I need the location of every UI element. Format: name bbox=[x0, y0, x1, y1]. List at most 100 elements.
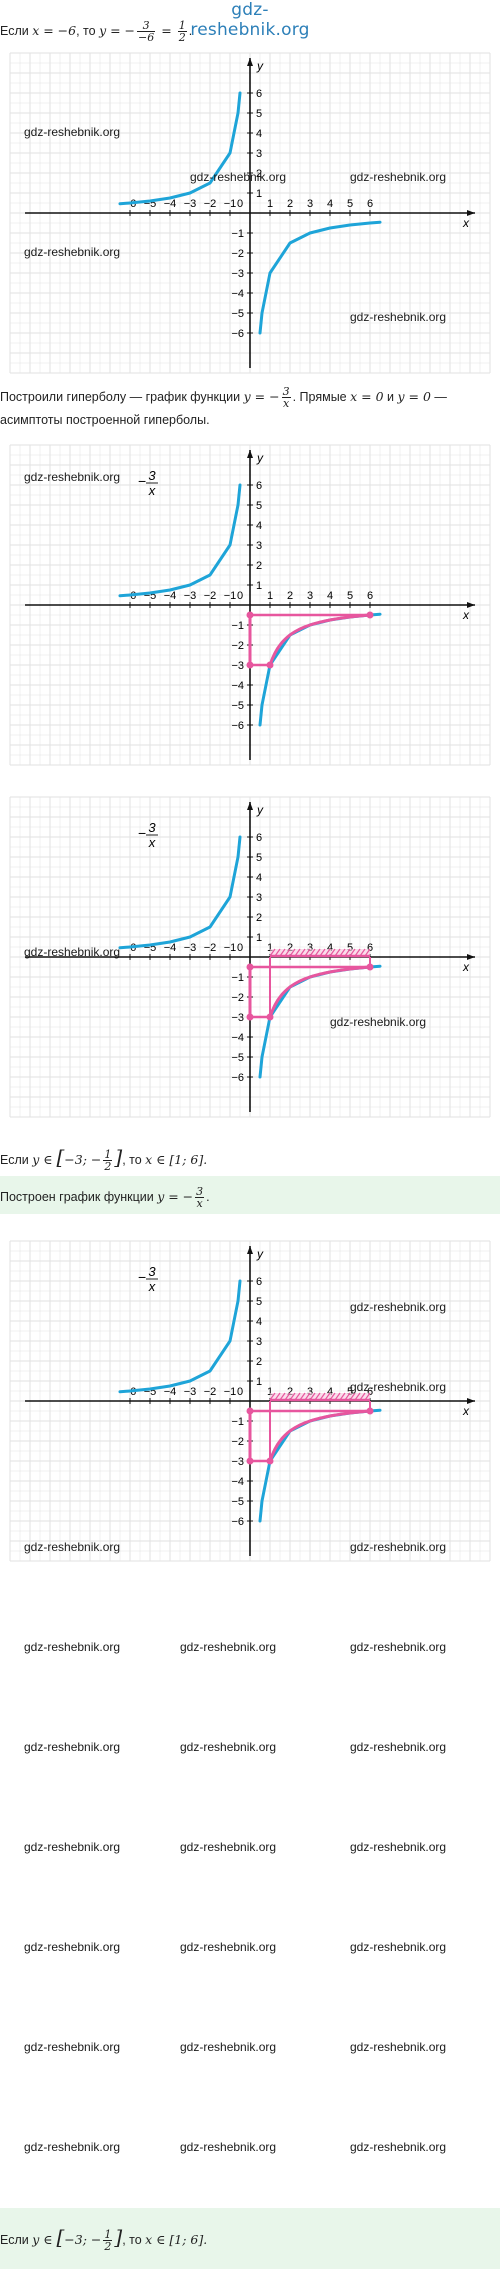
x-interval-band bbox=[270, 949, 370, 956]
green-band: Построен график функции y = −3 x. bbox=[0, 1176, 500, 1214]
y-interval-point-lower bbox=[246, 1013, 254, 1021]
watermark: gdz-reshebnik.org bbox=[180, 1840, 277, 1854]
text-line-3: Если y ∈ [−3; −1 2], то x ∈ [1; 6]. bbox=[0, 1147, 207, 1172]
text-fragment: . bbox=[188, 23, 193, 38]
watermark: gdz-reshebnik.org bbox=[24, 1540, 121, 1554]
y-tick-label: 6 bbox=[256, 1276, 262, 1288]
hyperbola-chart-2: xy−6 −5 −4 −3 −2 −1 0 1 2 3 4 5 6−6−5−4−3−2−1123456−… bbox=[9, 444, 491, 766]
text-fragment: Построили гиперболу — график функции bbox=[0, 389, 244, 404]
watermark: gdz-reshebnik.org bbox=[180, 2140, 277, 2154]
x-tick-label: 3 bbox=[307, 1386, 313, 1398]
y-tick-label: 5 bbox=[256, 108, 262, 120]
fraction-denominator: 2 bbox=[104, 2240, 112, 2254]
y-tick-label: −1 bbox=[231, 1416, 244, 1428]
x-tick-label: 5 bbox=[347, 942, 353, 954]
y-tick-label: 5 bbox=[256, 852, 262, 864]
y-tick-label: 2 bbox=[256, 1356, 262, 1368]
x-tick-label: 0 bbox=[237, 198, 243, 210]
x-tick-label: −1 bbox=[224, 590, 237, 602]
x-tick-label: 1 bbox=[267, 198, 273, 210]
math-fragment: y ∈ bbox=[32, 1152, 57, 1167]
x-tick-label: −4 bbox=[164, 942, 177, 954]
x-tick-label: −2 bbox=[204, 198, 217, 210]
fraction-numerator: 3 bbox=[281, 385, 291, 398]
text-fragment: Если bbox=[0, 1153, 33, 1167]
math-fragment: y = − bbox=[157, 1188, 194, 1204]
text-fragment: . bbox=[206, 1189, 210, 1204]
math-fragment: y = 0 bbox=[397, 388, 431, 404]
x-tick-label: −4 bbox=[164, 590, 177, 602]
y-interval-point-upper bbox=[246, 611, 254, 619]
fraction-denominator: −6 bbox=[138, 31, 155, 44]
x-tick-label: 6 bbox=[367, 198, 373, 210]
x-tick-label: 2 bbox=[287, 590, 293, 602]
x-tick-label: 2 bbox=[287, 1386, 293, 1398]
y-tick-label: 6 bbox=[256, 88, 262, 100]
curve-label-numerator: 3 bbox=[148, 1264, 156, 1279]
x-tick-label: −2 bbox=[204, 590, 217, 602]
y-tick-label: −4 bbox=[231, 288, 244, 300]
y-tick-label: 5 bbox=[256, 1296, 262, 1308]
y-tick-label: −1 bbox=[231, 620, 244, 632]
watermark: gdz-reshebnik.org bbox=[350, 1640, 447, 1654]
hyperbola-branch-left bbox=[118, 91, 242, 206]
x-tick-label: 2 bbox=[287, 198, 293, 210]
y-tick-label: −1 bbox=[231, 972, 244, 984]
x-tick-label: 3 bbox=[307, 198, 313, 210]
y-tick-label: −6 bbox=[231, 1072, 244, 1084]
x-tick-label: 1 bbox=[267, 942, 273, 954]
watermark: gdz-reshebnik.org bbox=[350, 170, 447, 184]
highlight-curve-segment bbox=[268, 613, 372, 667]
x-tick-label: 1 bbox=[267, 590, 273, 602]
y-tick-label: 2 bbox=[256, 560, 262, 572]
y-axis-label: y bbox=[256, 1247, 264, 1261]
y-tick-label: −6 bbox=[231, 328, 244, 340]
hyperbola-branch-left bbox=[118, 835, 242, 950]
x-tick-label: 6 bbox=[367, 942, 373, 954]
text-fragment: Если bbox=[0, 2233, 33, 2247]
text-line-4: Построен график функции y = −3 x. bbox=[0, 1186, 210, 1209]
math-fragment: x = −6 bbox=[32, 22, 77, 38]
watermark: gdz-reshebnik.org bbox=[350, 2140, 447, 2154]
y-tick-label: −3 bbox=[231, 1456, 244, 1468]
fraction-denominator: x bbox=[282, 397, 290, 410]
x-tick-label: 6 bbox=[367, 590, 373, 602]
y-tick-label: −2 bbox=[231, 992, 244, 1004]
text-line-5: Если y ∈ [−3; −1 2], то x ∈ [1; 6]. bbox=[0, 2227, 207, 2254]
y-tick-label: −3 bbox=[231, 660, 244, 672]
y-interval-point-lower bbox=[246, 661, 254, 669]
watermark: gdz-reshebnik.org bbox=[350, 1300, 447, 1314]
x-tick-label: 2 bbox=[287, 942, 293, 954]
y-tick-label: −5 bbox=[231, 1496, 244, 1508]
y-tick-label: −5 bbox=[231, 308, 244, 320]
hyperbola-chart-4: xy−6 −5 −4 −3 −2 −1 0 1 2 3 4 5 6−6−5−4−3−2−1123456−… bbox=[9, 1240, 491, 1562]
watermark: gdz-reshebnik.org bbox=[350, 1540, 447, 1554]
x-tick-label: −3 bbox=[184, 942, 197, 954]
x-tick-label: −2 bbox=[204, 942, 217, 954]
watermark: gdz-reshebnik.org bbox=[350, 310, 447, 324]
curve-label-numerator: 3 bbox=[148, 468, 156, 483]
watermark: gdz-reshebnik.org bbox=[180, 1640, 277, 1654]
x-interval-band bbox=[270, 1393, 370, 1400]
y-tick-label: 4 bbox=[256, 1316, 262, 1328]
text-fragment: . Прямые bbox=[292, 389, 351, 404]
y-tick-label: 6 bbox=[256, 832, 262, 844]
x-tick-label: −1 bbox=[224, 1386, 237, 1398]
y-tick-label: 3 bbox=[256, 148, 262, 160]
y-interval-point-lower bbox=[246, 1457, 254, 1465]
y-interval-point-upper bbox=[246, 963, 254, 971]
x-tick-label: −1 bbox=[224, 198, 237, 210]
x-axis-label: x bbox=[462, 1404, 470, 1418]
header-watermark[interactable]: gdz-reshebnik.org bbox=[190, 0, 310, 40]
y-tick-label: 2 bbox=[256, 168, 262, 180]
y-axis-arrow bbox=[247, 58, 253, 66]
y-tick-label: −4 bbox=[231, 1032, 244, 1044]
text-fragment: Построен график функции bbox=[0, 1189, 158, 1204]
watermark: gdz-reshebnik.org bbox=[350, 1740, 447, 1754]
x-axis-arrow bbox=[467, 954, 475, 960]
text-line-2b: асимптоты построенной гиперболы. bbox=[0, 413, 210, 427]
text-fragment: и bbox=[383, 389, 398, 404]
watermark: gdz-reshebnik.org bbox=[24, 1640, 121, 1654]
graph-3: x y −6 −5 −4 −3 −2 −1 0 1 2 3 4 5 6 −6 −5 −4 −3 −2 −1 1 2 3 4 5 6−… bbox=[0, 792, 500, 1122]
